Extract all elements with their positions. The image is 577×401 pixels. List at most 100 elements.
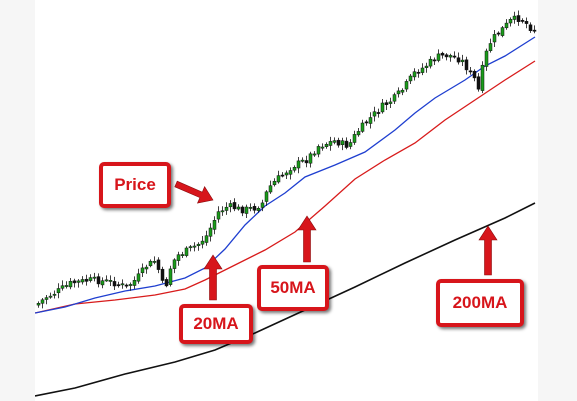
candle-body-69 — [312, 153, 317, 156]
candle-body-43 — [208, 227, 213, 237]
candle-body-31 — [160, 268, 165, 281]
candle-body-104 — [452, 55, 457, 58]
candle-body-110 — [476, 76, 481, 90]
candle-body-95 — [416, 71, 421, 74]
candle-body-3 — [48, 295, 53, 298]
candle-body-45 — [216, 211, 221, 220]
candle-body-91 — [400, 89, 405, 93]
candle-body-11 — [80, 279, 85, 283]
candle-body-41 — [200, 240, 205, 245]
candle-body-26 — [140, 267, 145, 274]
candle-body-20 — [116, 284, 121, 287]
candle-body-94 — [412, 71, 417, 78]
candle-body-47 — [224, 206, 229, 211]
candle-body-120 — [516, 15, 521, 22]
price-callout: Price — [99, 162, 171, 208]
50ma-callout: 50MA — [257, 265, 329, 311]
candle-body-62 — [284, 172, 289, 176]
candle-body-18 — [108, 280, 113, 282]
candle-body-48 — [228, 203, 233, 208]
candle-body-107 — [464, 59, 469, 71]
candle-body-99 — [432, 59, 437, 62]
candle-body-93 — [408, 75, 413, 82]
20ma-line — [35, 36, 536, 314]
50ma-line — [35, 60, 536, 314]
20ma-callout: 20MA — [179, 304, 253, 344]
candle-body-55 — [256, 208, 261, 211]
candle-body-121 — [520, 20, 525, 22]
candle-body-58 — [268, 185, 273, 193]
candle-body-100 — [436, 53, 441, 61]
candle-body-44 — [212, 220, 217, 230]
candle-body-51 — [240, 206, 245, 214]
candle-body-17 — [104, 279, 109, 282]
candle-body-56 — [260, 202, 265, 208]
candle-body-90 — [396, 90, 401, 95]
candle-body-122 — [524, 21, 529, 24]
candle-body-28 — [148, 260, 153, 267]
candle-body-63 — [288, 170, 293, 175]
candle-body-117 — [504, 22, 509, 29]
candle-body-103 — [448, 55, 453, 58]
candle-body-46 — [220, 210, 225, 213]
candle-body-12 — [84, 278, 89, 282]
candle-body-27 — [144, 266, 149, 270]
200ma-callout: 200MA — [436, 279, 524, 327]
candle-body-70 — [316, 146, 321, 155]
candle-body-36 — [180, 254, 185, 256]
candle-body-96 — [420, 67, 425, 73]
candle-body-10 — [76, 280, 81, 283]
candle-body-77 — [344, 140, 349, 148]
candle-body-68 — [308, 153, 313, 164]
candle-body-42 — [204, 235, 209, 243]
candle-body-15 — [96, 276, 101, 285]
candle-body-114 — [492, 34, 497, 43]
candle-body-65 — [296, 160, 301, 169]
candle-body-81 — [360, 122, 365, 132]
candle-body-7 — [64, 285, 69, 287]
candle-body-105 — [456, 57, 461, 63]
candle-body-111 — [480, 64, 485, 91]
candle-body-8 — [68, 281, 73, 288]
candle-body-33 — [168, 268, 173, 285]
candle-body-2 — [44, 297, 49, 300]
candle-body-25 — [136, 273, 141, 282]
candle-body-74 — [332, 140, 337, 143]
candle-body-38 — [188, 246, 193, 249]
candle-body-49 — [232, 202, 237, 210]
candle-body-76 — [340, 140, 345, 145]
candle-body-113 — [488, 43, 493, 51]
candle-body-39 — [192, 245, 197, 248]
candle-body-118 — [508, 19, 513, 24]
candle-body-22 — [124, 284, 129, 287]
candle-body-73 — [328, 141, 333, 146]
20ma-arrow — [203, 254, 223, 301]
candle-body-29 — [152, 261, 157, 263]
candle-body-5 — [56, 288, 61, 294]
candle-body-92 — [404, 81, 409, 90]
candle-body-40 — [196, 243, 201, 246]
candle-body-106 — [460, 59, 465, 63]
candle-body-53 — [248, 207, 253, 209]
candle-body-16 — [100, 280, 105, 286]
candle-body-88 — [388, 101, 393, 104]
candle-body-115 — [496, 32, 501, 35]
candle-body-72 — [324, 144, 329, 147]
candle-body-21 — [120, 283, 125, 286]
candle-body-86 — [380, 102, 385, 113]
candle-body-35 — [176, 254, 181, 261]
candle-body-34 — [172, 259, 177, 269]
candle-body-75 — [336, 139, 341, 146]
candle-body-50 — [236, 206, 241, 210]
candle-body-6 — [60, 285, 65, 289]
candle-body-82 — [364, 121, 369, 124]
candle-body-54 — [252, 206, 257, 211]
candle-body-23 — [128, 284, 133, 286]
candle-body-57 — [264, 191, 269, 202]
candle-body-112 — [484, 50, 489, 67]
50ma-arrow — [297, 215, 317, 263]
price-chart — [35, 10, 537, 397]
candle-body-102 — [444, 54, 449, 58]
price-arrow — [174, 180, 214, 204]
200ma-line — [35, 202, 536, 397]
